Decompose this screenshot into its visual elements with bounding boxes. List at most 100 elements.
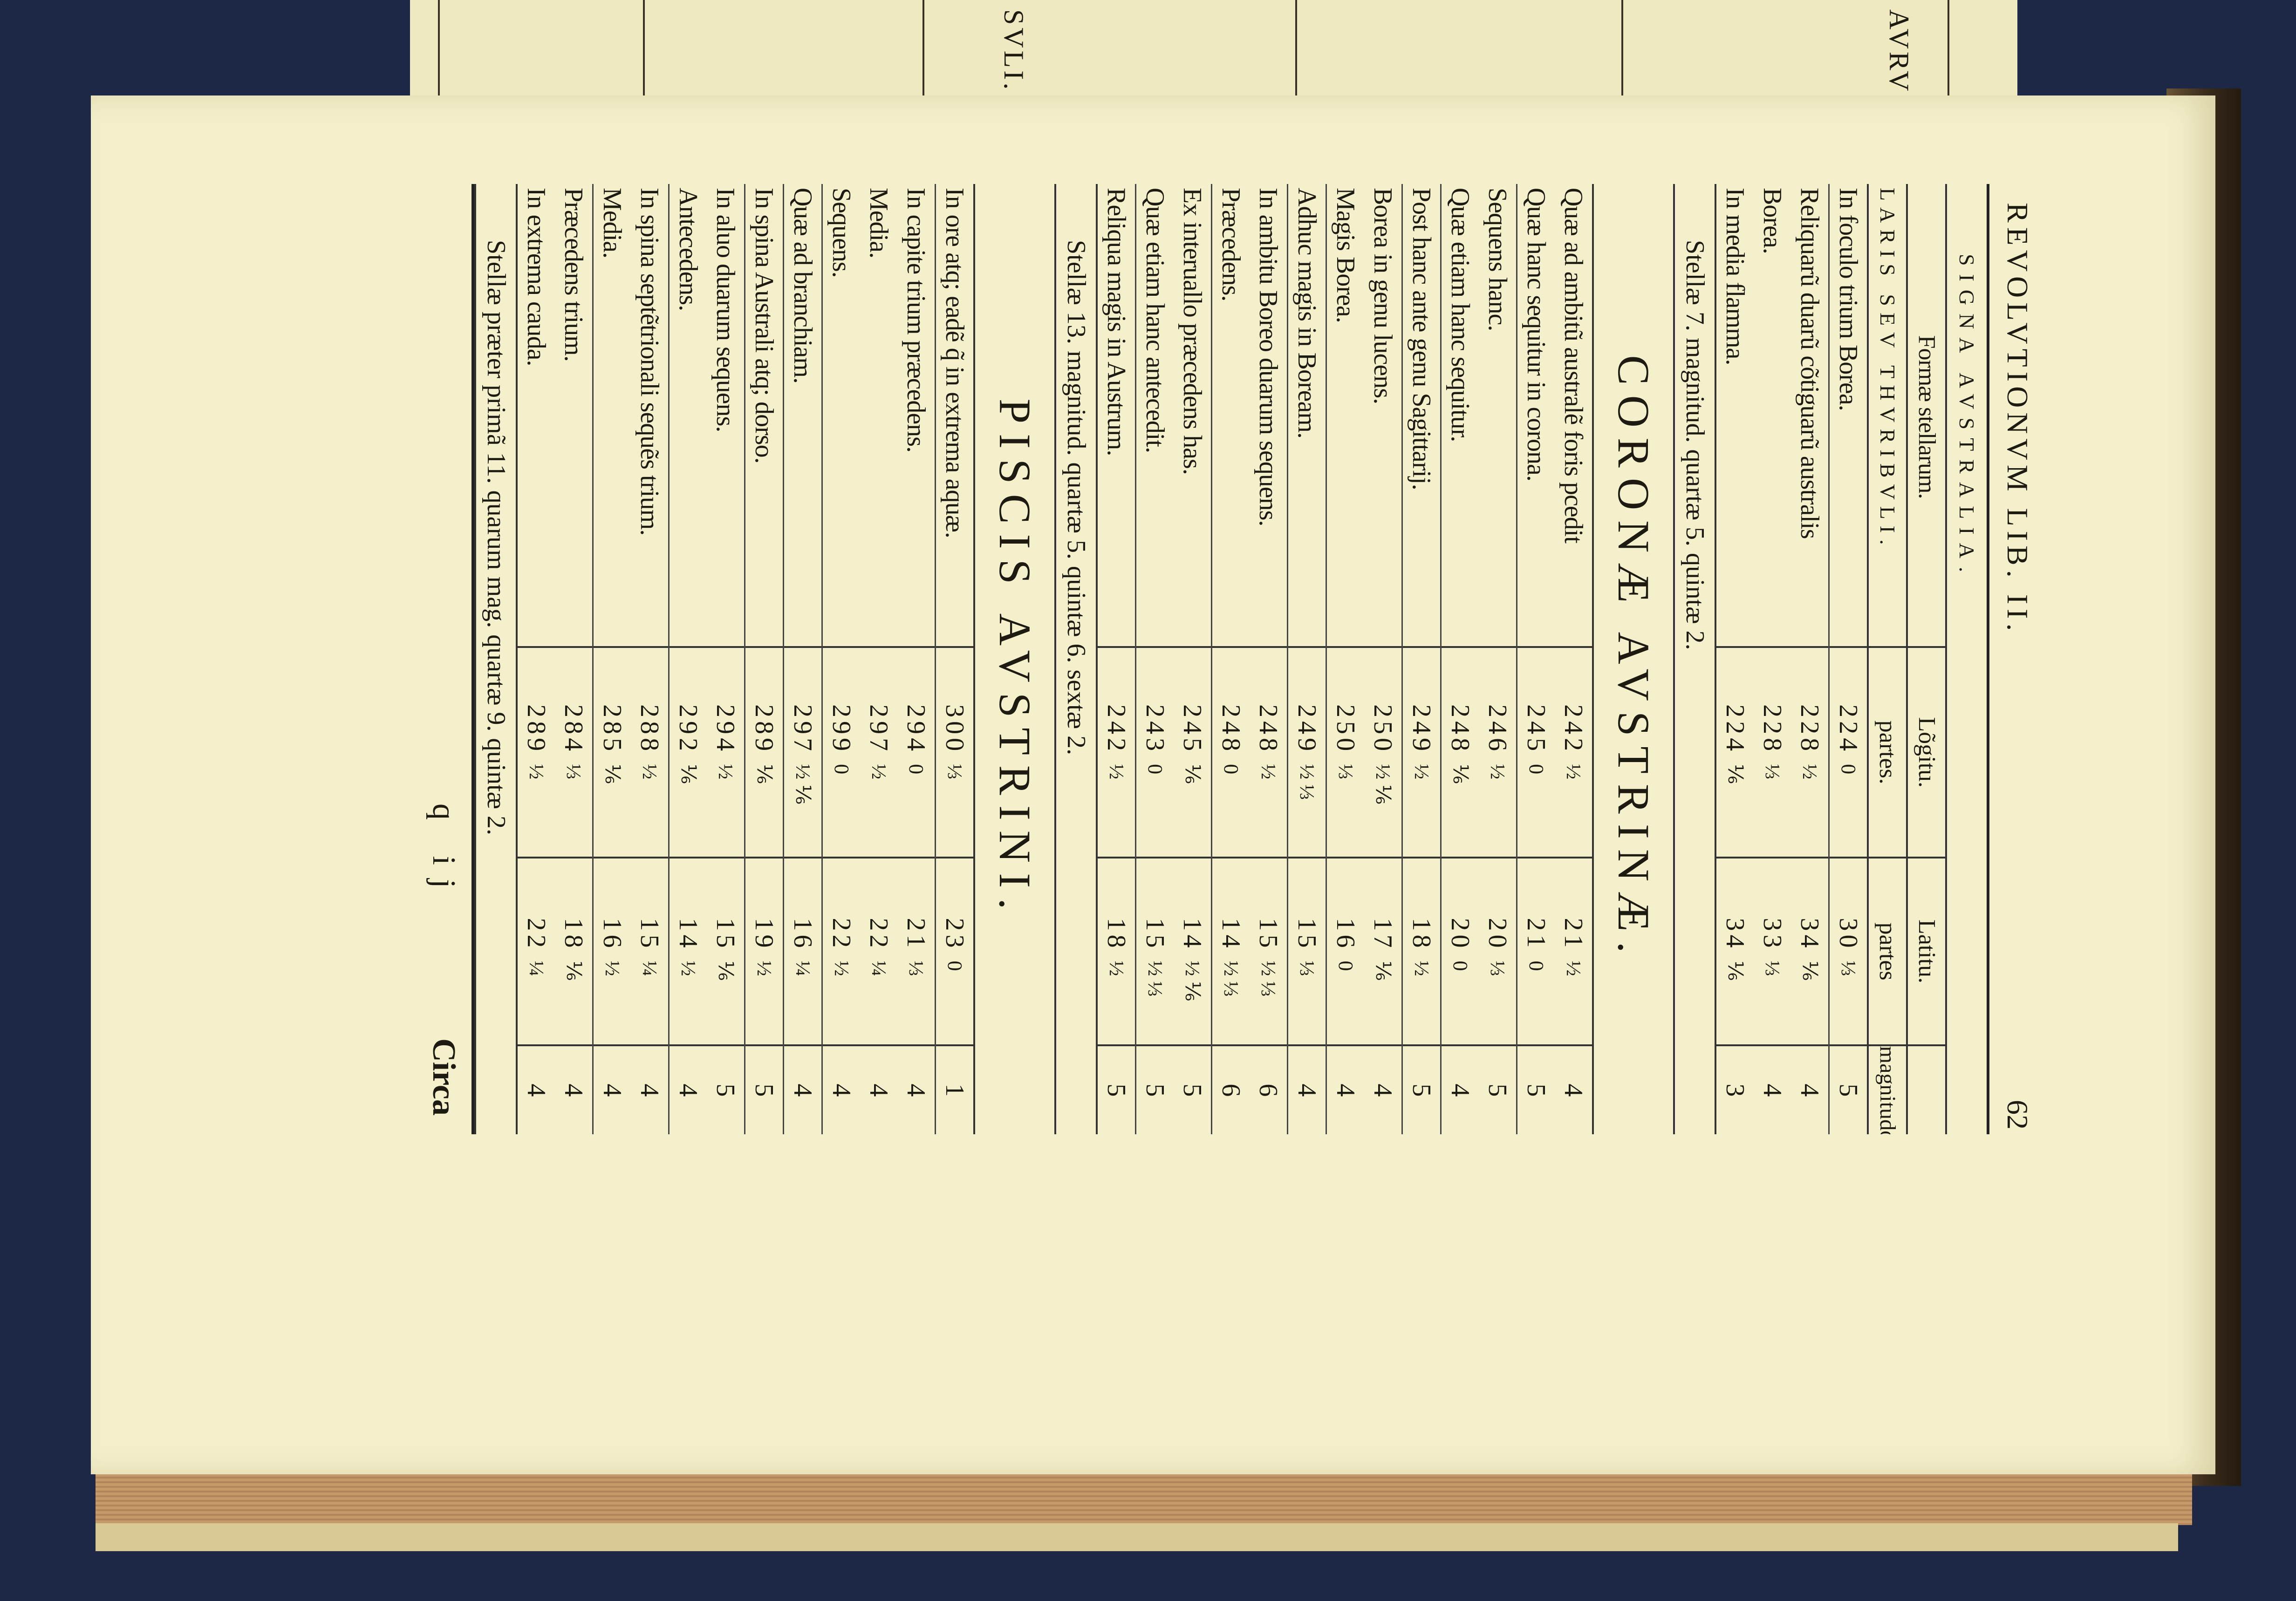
table-row: In ambitu Boreo duarum sequens. 248 ½ 15 ½ ⅓… <box>1250 184 1287 1134</box>
star-description: In extrema cauda. <box>518 184 555 648</box>
sub-header-latitude: partes <box>1869 858 1906 1046</box>
star-description: Magis Borea. <box>1327 184 1364 648</box>
latitude-degrees: 34 <box>1795 918 1824 952</box>
latitude-degrees: 19 <box>750 918 779 952</box>
table-row: Magis Borea. 250 ⅓ 16 0 4 <box>1326 184 1364 1134</box>
longitude-fraction: 0 <box>897 764 935 859</box>
latitude-degrees: 18 <box>559 918 588 952</box>
star-description: Præcedens. <box>1212 184 1250 648</box>
section-title: LARIS SEV THVRIBVLI. <box>1869 184 1906 648</box>
latitude-degrees: 33 <box>1758 918 1787 952</box>
previous-page-edge: SVLI. AVRVS. <box>410 0 2017 103</box>
longitude-fraction: ½ <box>631 764 668 859</box>
latitude-fraction: ¼ <box>860 961 897 1046</box>
star-description: Post hanc ante genu Sagittarij. <box>1403 184 1440 648</box>
table-row: Antecedens. 292 ⅙ 14 ½ 4 <box>668 184 707 1134</box>
star-description: In capite trium præcedens. <box>897 184 935 648</box>
longitude-fraction: 0 <box>1517 764 1555 859</box>
magnitude: 4 <box>1758 1083 1787 1097</box>
longitude-fraction: ½ <box>1479 764 1516 859</box>
latitude-degrees: 22 <box>827 918 856 952</box>
magnitude: 5 <box>1178 1083 1207 1097</box>
col-header-blank <box>1908 1046 1945 1134</box>
star-description: Borea in genu lucens. <box>1364 184 1401 648</box>
longitude-fraction: ½ <box>1791 764 1828 859</box>
longitude-degrees: 299 <box>827 704 856 755</box>
latitude-degrees: 16 <box>788 918 817 952</box>
table-row: Præcedens trium. 284 ⅓ 18 ⅙ 4 <box>555 184 592 1134</box>
col-header-description: Formæ stellarum. <box>1908 184 1945 648</box>
table-row: Sequens. 299 0 22 ½ 4 <box>821 184 860 1134</box>
latitude-fraction: ⅓ <box>1830 961 1867 1046</box>
longitude-degrees: 248 <box>1254 704 1283 755</box>
latitude-fraction: ½ <box>670 961 707 1046</box>
latitude-degrees: 15 <box>1254 918 1283 952</box>
longitude-degrees: 294 <box>711 704 740 755</box>
latitude-degrees: 22 <box>864 918 893 952</box>
longitude-degrees: 245 <box>1178 704 1207 755</box>
star-description: Reliqua magis in Austrum. <box>1098 184 1135 648</box>
magnitude: 4 <box>902 1083 930 1097</box>
magnitude: 4 <box>827 1083 856 1097</box>
longitude-degrees: 289 <box>750 704 779 755</box>
longitude-degrees: 284 <box>559 704 588 755</box>
table-row: In media flamma. 224 ⅙ 34 ⅙ 3 <box>1716 184 1754 1134</box>
rule <box>438 0 440 100</box>
latitude-fraction: ⅙ <box>707 961 744 1046</box>
latitude-degrees: 14 <box>1216 918 1245 952</box>
longitude-fraction: ½ ⅓ <box>1288 764 1326 859</box>
longitude-degrees: 248 <box>1216 704 1245 755</box>
magnitude: 6 <box>1216 1083 1245 1097</box>
table-row: Quæ hanc sequitur in corona. 245 0 21 0 5 <box>1516 184 1555 1134</box>
magnitude: 4 <box>1331 1083 1360 1097</box>
latitude-fraction: ⅙ <box>1364 961 1401 1046</box>
column-header-row: Formæ stellarum. Lõgitu. Latitu. <box>1906 184 1945 1134</box>
latitude-degrees: 21 <box>1559 918 1588 952</box>
latitude-fraction: 0 <box>1327 961 1364 1046</box>
latitude-degrees: 20 <box>1483 918 1512 952</box>
latitude-degrees: 18 <box>1102 918 1131 952</box>
longitude-fraction: ⅙ <box>670 764 707 859</box>
magnitude: 5 <box>1483 1083 1512 1097</box>
section-title: CORONÆ AVSTRINÆ. <box>1592 184 1673 1134</box>
latitude-fraction: ½ ⅓ <box>1250 961 1287 1046</box>
longitude-degrees: 250 <box>1368 704 1397 755</box>
page-footer: q ij Circa <box>406 184 472 1134</box>
magnitude: 4 <box>674 1083 703 1097</box>
table-row: Adhuc magis in Boream. 249 ½ ⅓ 15 ⅓ 4 <box>1287 184 1326 1134</box>
magnitude: 5 <box>1407 1083 1436 1097</box>
longitude-fraction: 0 <box>1830 764 1867 859</box>
star-description: Media. <box>594 184 631 648</box>
star-description: Ex interuallo præcedens has. <box>1174 184 1211 648</box>
longitude-degrees: 248 <box>1446 704 1475 755</box>
section-title: PISCIS AVSTRINI. <box>973 184 1054 1134</box>
star-description: Borea. <box>1754 184 1791 648</box>
latitude-degrees: 21 <box>902 918 930 952</box>
longitude-degrees: 285 <box>598 704 627 755</box>
latitude-fraction: ¼ <box>784 961 821 1046</box>
latitude-fraction: ½ <box>823 961 860 1046</box>
longitude-fraction: ½ <box>860 764 897 859</box>
latitude-degrees: 15 <box>635 918 664 952</box>
latitude-fraction: ⅓ <box>1288 961 1326 1046</box>
table-row: Reliquarũ duarũ cõtiguarũ australis 228 ½ 3… <box>1791 184 1828 1134</box>
longitude-degrees: 228 <box>1795 704 1824 755</box>
longitude-degrees: 297 <box>788 704 817 755</box>
latitude-fraction: ⅓ <box>1754 961 1791 1046</box>
longitude-fraction: ½ <box>1555 764 1592 859</box>
longitude-degrees: 246 <box>1483 704 1512 755</box>
latitude-fraction: ⅓ <box>897 961 935 1046</box>
latitude-degrees: 15 <box>1292 918 1321 952</box>
longitude-fraction: 0 <box>1136 764 1174 859</box>
magnitude: 4 <box>559 1083 588 1097</box>
star-catalogue-table: SIGNA AVSTRALIA. Formæ stellarum. Lõgitu… <box>472 184 1989 1134</box>
latitude-fraction: ½ <box>745 961 783 1046</box>
longitude-fraction: ⅓ <box>936 764 973 859</box>
magnitude: 5 <box>1141 1083 1169 1097</box>
latitude-degrees: 15 <box>1141 918 1169 952</box>
longitude-degrees: 242 <box>1102 704 1131 755</box>
latitude-fraction: 0 <box>936 961 973 1046</box>
latitude-degrees: 34 <box>1721 918 1749 952</box>
magnitude: 4 <box>788 1083 817 1097</box>
latitude-fraction: ½ <box>1555 961 1592 1046</box>
